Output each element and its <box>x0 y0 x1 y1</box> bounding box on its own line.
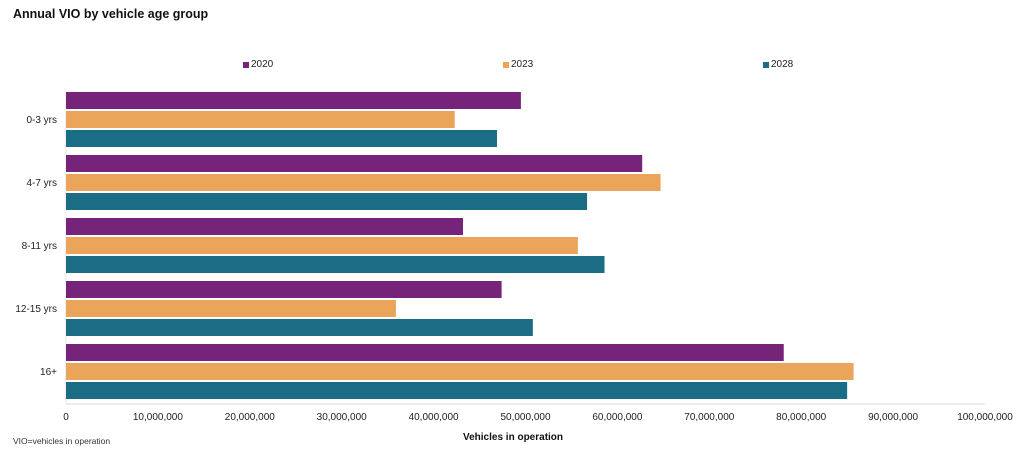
bar-2020-8-11-yrs <box>66 218 464 235</box>
x-tick-label: 50,000,000 <box>500 412 550 423</box>
legend-swatch-2028 <box>763 61 769 68</box>
x-axis-title: Vehicles in operation <box>463 432 563 443</box>
bar-2023-12-15-yrs <box>66 300 396 317</box>
x-tick-label: 100,000,000 <box>957 412 1013 423</box>
footnote: VIO=vehicles in operation <box>13 436 111 446</box>
x-tick-label: 30,000,000 <box>317 412 367 423</box>
bar-2023-0-3-yrs <box>66 111 455 128</box>
bar-2023-4-7-yrs <box>66 174 661 191</box>
legend-item-2023: 2023 <box>503 59 533 70</box>
bar-2028-0-3-yrs <box>66 130 498 147</box>
bar-2020-16- <box>66 344 784 361</box>
bar-2028-12-15-yrs <box>66 319 533 336</box>
category-label: 4-7 yrs <box>26 178 57 189</box>
category-label: 12-15 yrs <box>15 304 57 315</box>
category-label: 16+ <box>40 367 57 378</box>
bar-2028-16- <box>66 382 848 399</box>
legend-item-2020: 2020 <box>243 59 273 70</box>
legend-swatch-2020 <box>243 61 249 68</box>
legend-label-2023: 2023 <box>511 59 534 70</box>
bar-2028-8-11-yrs <box>66 256 605 273</box>
x-tick-label: 70,000,000 <box>684 412 734 423</box>
x-tick-label: 80,000,000 <box>776 412 826 423</box>
x-tick-label: 20,000,000 <box>225 412 275 423</box>
x-tick-label: 0 <box>63 412 69 423</box>
category-label: 8-11 yrs <box>22 241 57 252</box>
legend-swatch-2023 <box>503 61 509 68</box>
legend-item-2028: 2028 <box>763 59 793 70</box>
category-label: 0-3 yrs <box>26 115 57 126</box>
x-tick-label: 10,000,000 <box>133 412 183 423</box>
x-tick-label: 60,000,000 <box>592 412 642 423</box>
bar-2020-4-7-yrs <box>66 155 643 172</box>
bar-2020-12-15-yrs <box>66 281 502 298</box>
bar-2020-0-3-yrs <box>66 92 521 109</box>
legend-label-2020: 2020 <box>251 59 274 70</box>
bar-2023-8-11-yrs <box>66 237 578 254</box>
x-tick-label: 40,000,000 <box>409 412 459 423</box>
bar-2023-16- <box>66 363 854 380</box>
x-tick-label: 90,000,000 <box>868 412 918 423</box>
legend-label-2028: 2028 <box>771 59 794 70</box>
bar-2028-4-7-yrs <box>66 193 588 210</box>
chart-title: Annual VIO by vehicle age group <box>13 7 209 21</box>
